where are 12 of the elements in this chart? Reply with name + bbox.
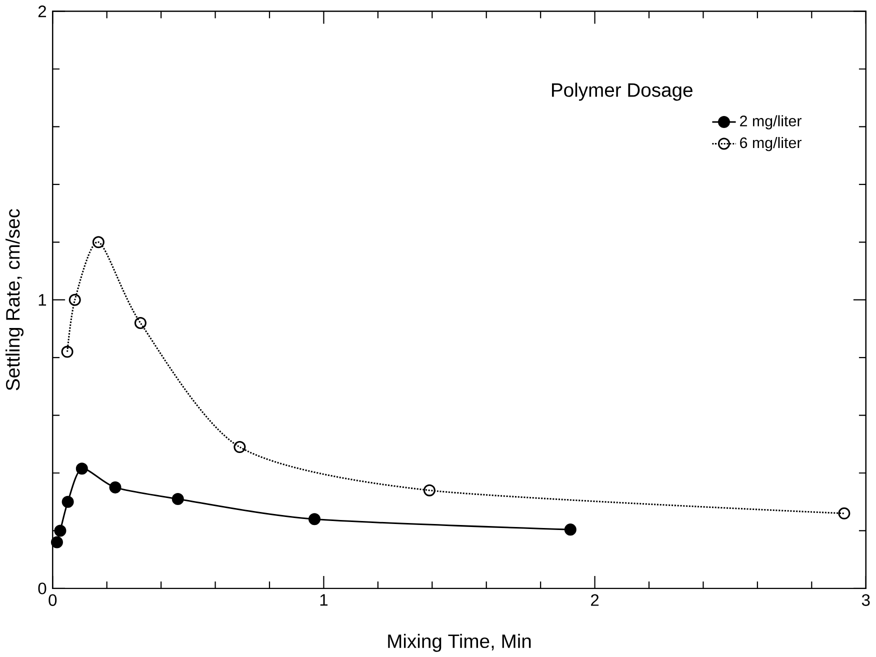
x-tick-label: 1	[320, 594, 328, 606]
y-tick-label: 2	[38, 5, 46, 17]
y-axis-title: Settling Rate, cm/sec	[6, 208, 24, 390]
x-tick-label: 0	[48, 594, 57, 606]
x-tick-label: 2	[591, 594, 599, 606]
x-axis-title: Mixing Time, Min	[388, 634, 531, 652]
legend-title: Polymer Dosage	[552, 82, 692, 101]
legend-label: 2 mg/liter	[740, 115, 802, 130]
legend-label: 6 mg/liter	[740, 136, 802, 151]
y-tick-label: 1	[38, 294, 46, 306]
y-tick-label: 0	[38, 582, 46, 594]
x-tick-label: 3	[862, 594, 870, 606]
